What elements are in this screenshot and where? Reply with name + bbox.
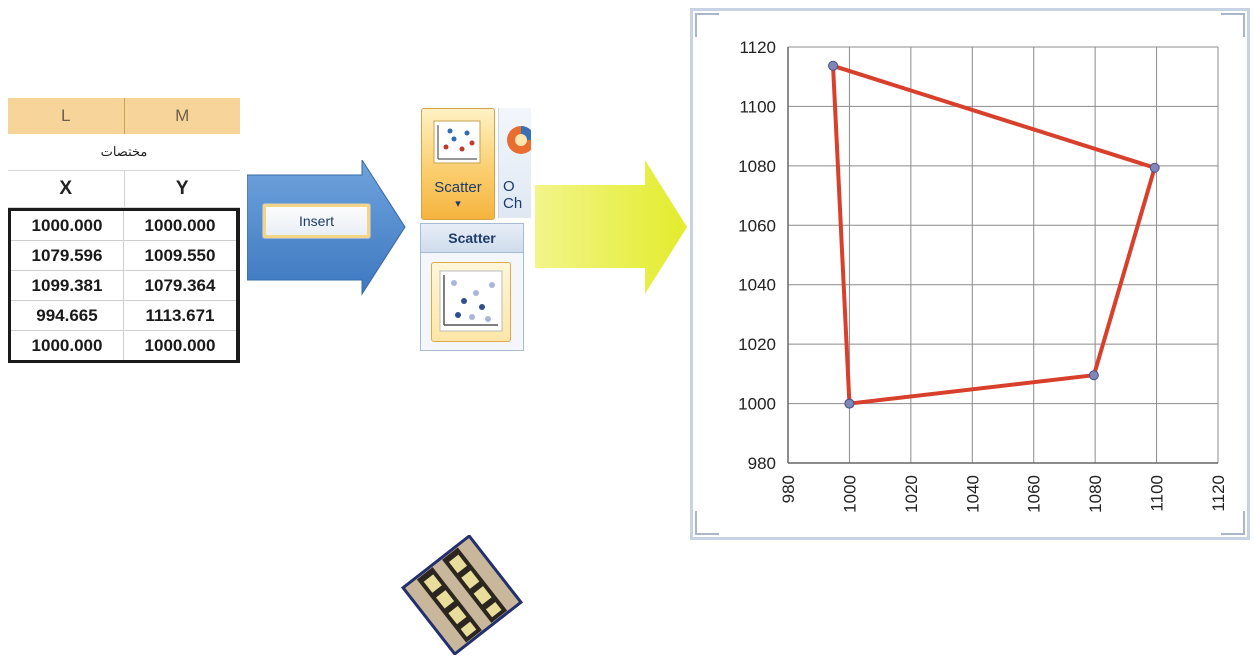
table-row: 1079.596 1009.550 <box>11 241 236 271</box>
y-tick-label: 1080 <box>738 157 776 176</box>
y-tick-label: 1100 <box>739 97 776 116</box>
x-tick-label: 1000 <box>840 475 859 513</box>
chart-ribbon-group: Scatter ▾ O Ch Scatter <box>420 105 535 355</box>
y-tick-label: 1000 <box>738 395 776 414</box>
scatter-markers-only-option[interactable] <box>431 262 511 342</box>
spreadsheet: L M مختصات X Y 1000.000 1000.000 1079.59… <box>8 98 240 363</box>
x-cell[interactable]: 1099.381 <box>11 271 124 300</box>
y-tick-label: 1060 <box>738 216 776 235</box>
column-header-l[interactable]: L <box>8 98 125 134</box>
resize-handle-top-right[interactable] <box>1221 13 1245 37</box>
scatter-chart-button[interactable]: Scatter ▾ <box>421 108 495 220</box>
x-tick-label: 1060 <box>1025 475 1044 513</box>
film-strip-icon[interactable] <box>398 535 528 655</box>
column-header-m[interactable]: M <box>124 98 240 134</box>
y-cell[interactable]: 1009.550 <box>144 245 216 265</box>
x-tick-label: 1120 <box>1209 475 1228 512</box>
resize-handle-bottom-right[interactable] <box>1221 511 1245 535</box>
data-point <box>828 60 839 71</box>
series-line <box>831 63 1157 406</box>
pie-chart-icon <box>507 126 535 154</box>
table-row: 1000.000 1000.000 <box>11 211 236 241</box>
y-tick-label: 980 <box>748 454 776 473</box>
y-tick-label: 1040 <box>738 276 776 295</box>
data-point <box>1149 162 1160 173</box>
other-charts-label-line2: Ch <box>503 195 523 212</box>
resize-handle-top-left[interactable] <box>695 13 719 37</box>
y-tick-label: 1120 <box>739 38 776 57</box>
x-cell[interactable]: 994.665 <box>11 301 124 330</box>
scatter-dropdown-menu: Scatter <box>420 223 524 351</box>
y-cell[interactable]: 1000.000 <box>144 335 216 355</box>
x-cell[interactable]: 1000.000 <box>11 211 124 240</box>
column-header-row: L M <box>8 98 240 134</box>
other-charts-button[interactable]: O Ch <box>498 108 535 218</box>
arrow-right-icon <box>535 160 687 294</box>
y-column-name[interactable]: Y <box>175 178 189 199</box>
data-point <box>844 398 855 409</box>
x-tick-label: 1100 <box>1148 475 1167 512</box>
scatter-chart-icon <box>433 120 481 164</box>
x-tick-label: 1020 <box>902 475 921 513</box>
selected-data-range[interactable]: 1000.000 1000.000 1079.596 1009.550 1099… <box>8 208 240 363</box>
chevron-down-icon: ▾ <box>455 198 461 210</box>
table-row: 994.665 1113.671 <box>11 301 236 331</box>
chart-plot-area: 980 1000 1020 1040 1060 1080 1100 1120 980 1000 10… <box>738 38 1228 513</box>
y-tick-label: 1020 <box>738 335 776 354</box>
y-cell[interactable]: 1113.671 <box>145 305 215 325</box>
scatter-menu-heading: Scatter <box>421 224 523 253</box>
x-tick-label: 1080 <box>1086 475 1105 513</box>
field-name-row: X Y <box>8 171 240 208</box>
x-tick-label: 1040 <box>963 475 982 513</box>
table-row: 1099.381 1079.364 <box>11 271 236 301</box>
x-cell[interactable]: 1079.596 <box>11 241 124 270</box>
scatter-chart-icon <box>439 270 503 332</box>
scatter-chart[interactable]: 980 1000 1020 1040 1060 1080 1100 1120 980 1000 10… <box>690 8 1250 540</box>
y-cell[interactable]: 1000.000 <box>144 215 216 235</box>
y-cell[interactable]: 1079.364 <box>144 275 216 295</box>
x-cell[interactable]: 1000.000 <box>11 331 124 360</box>
data-point <box>1088 370 1099 381</box>
table-row: 1000.000 1000.000 <box>11 331 236 360</box>
insert-tab[interactable]: Insert <box>262 203 371 239</box>
x-tick-label: 980 <box>779 475 798 503</box>
scatter-button-label: Scatter <box>434 179 482 196</box>
resize-handle-bottom-left[interactable] <box>695 511 719 535</box>
other-charts-label-line1: O <box>503 178 515 195</box>
x-column-name[interactable]: X <box>8 171 125 207</box>
table-title-cell[interactable]: مختصات <box>8 134 240 171</box>
